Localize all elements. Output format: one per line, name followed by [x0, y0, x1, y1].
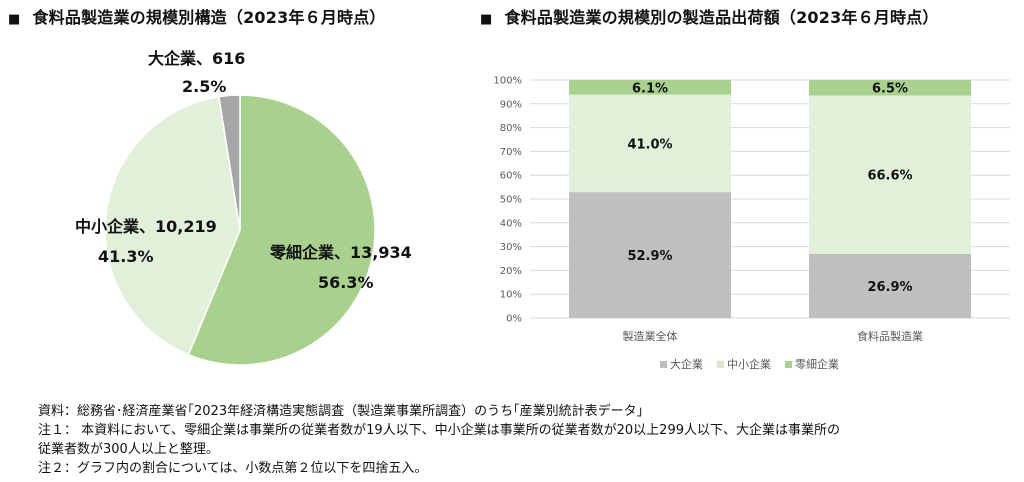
x-category-label: 製造業全体 — [623, 329, 678, 343]
pie-slice-0 — [187, 94, 376, 366]
bar-segment-1-2 — [809, 80, 971, 96]
notes-block: 資料：総務省･経済産業省｢2023年経済構造実態調査（製造業事業所調査）のうち｢… — [38, 402, 1018, 478]
y-tick-label: 60% — [500, 171, 522, 182]
bar-data-label: 26.9% — [867, 280, 912, 295]
bar-segment-0-1 — [569, 94, 731, 193]
y-tick-label: 10% — [500, 290, 522, 301]
pie-slice-1 — [104, 95, 241, 356]
right-chart-heading: ■ 食料品製造業の規模別の製造品出荷額（2023年６月時点） — [480, 4, 939, 28]
heading-square-icon: ■ — [8, 12, 21, 27]
right-chart-title: 食料品製造業の規模別の製造品出荷額（2023年６月時点） — [504, 8, 939, 27]
bar-data-label: 6.5% — [872, 82, 908, 97]
heading-square-icon: ■ — [480, 12, 493, 27]
x-category-label: 食料品製造業 — [857, 329, 923, 343]
bar-segment-1-0 — [809, 253, 971, 318]
pie-label-name-1: 中小企業、10,219 — [75, 217, 217, 236]
note-2: 注２：グラフ内の割合については、小数点第２位以下を四捨五入。 — [38, 461, 428, 476]
y-tick-label: 30% — [500, 242, 522, 253]
bar-segment-0-2 — [569, 80, 731, 95]
bar-data-label: 6.1% — [632, 81, 668, 96]
note-1-line-2: 従業者数が300人以上と整理。 — [38, 442, 219, 457]
bar-data-label: 41.0% — [627, 137, 672, 152]
legend-label-0: 大企業 — [670, 357, 703, 371]
pie-chart: 零細企業、13,934 56.3% 中小企業、10,219 41.3% 大企業、616 2… — [75, 49, 412, 366]
pie-label-percent-0: 56.3% — [318, 273, 374, 292]
note-1-line-1: 注１： 本資料において、零細企業は事業所の従業者数が19人以下、中小企業は事業所… — [38, 423, 840, 438]
y-tick-label: 100% — [493, 76, 522, 87]
bar-data-label: 52.9% — [627, 249, 672, 264]
left-chart-title: 食料品製造業の規模別構造（2023年６月時点） — [32, 8, 386, 27]
pie-label-name-0: 零細企業、13,934 — [269, 243, 412, 262]
bar-segment-1-1 — [809, 95, 971, 254]
y-tick-label: 40% — [500, 218, 522, 229]
y-tick-label: 80% — [500, 123, 522, 134]
y-tick-label: 50% — [500, 195, 522, 206]
pie-slice-2 — [218, 94, 241, 231]
legend-swatch-2 — [785, 361, 792, 368]
pie-label-name-2: 大企業、616 — [148, 49, 245, 68]
y-tick-label: 70% — [500, 147, 522, 158]
bar-segment-0-0 — [569, 192, 731, 318]
stacked-bar-chart: 0% 10% 20% 30% 40% 50% 60% 70% 80% 90% 100% 52.9% 41… — [493, 76, 1010, 371]
legend-swatch-1 — [717, 361, 724, 368]
left-chart-heading: ■ 食料品製造業の規模別構造（2023年６月時点） — [8, 4, 386, 28]
y-tick-label: 20% — [500, 266, 522, 277]
legend-label-1: 中小企業 — [727, 357, 771, 371]
bar-data-label: 66.6% — [867, 169, 912, 184]
source-note: 資料：総務省･経済産業省｢2023年経済構造実態調査（製造業事業所調査）のうち｢… — [38, 404, 644, 419]
legend-swatch-0 — [660, 361, 667, 368]
pie-label-percent-2: 2.5% — [182, 77, 226, 96]
pie-label-percent-1: 41.3% — [98, 247, 154, 266]
y-tick-label: 90% — [500, 99, 522, 110]
legend-label-2: 零細企業 — [795, 357, 839, 371]
y-tick-label: 0% — [506, 314, 522, 325]
